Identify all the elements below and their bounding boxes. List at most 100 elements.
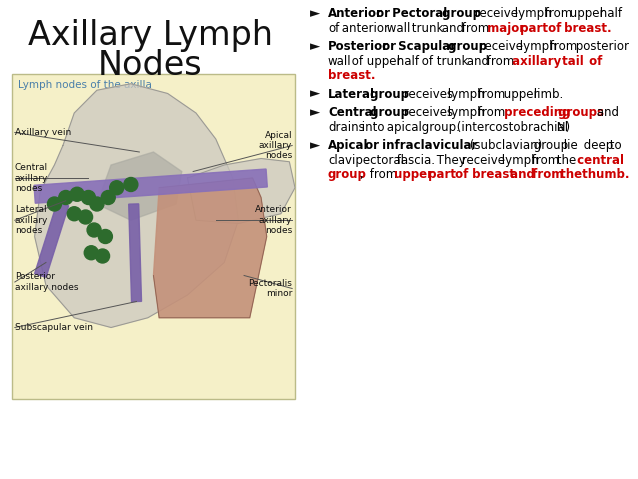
Text: Axillary Lymph: Axillary Lymph	[27, 19, 272, 52]
Text: from: from	[458, 22, 489, 34]
Text: group.: group.	[418, 121, 460, 134]
Text: tail: tail	[558, 55, 583, 68]
Text: part: part	[424, 168, 456, 181]
Text: Central
axillary
nodes: Central axillary nodes	[15, 163, 48, 193]
Text: Nodes: Nodes	[98, 49, 202, 82]
Text: upper: upper	[566, 7, 604, 20]
Text: major: major	[483, 22, 525, 34]
Circle shape	[87, 223, 101, 237]
Text: Posterior
axillary nodes: Posterior axillary nodes	[15, 272, 78, 292]
Text: lymph: lymph	[511, 7, 552, 20]
Text: Anterior
axillary
nodes: Anterior axillary nodes	[255, 205, 292, 235]
Text: receive: receive	[477, 40, 524, 53]
Text: clavipectoral: clavipectoral	[328, 153, 404, 167]
Circle shape	[47, 197, 61, 211]
Text: or: or	[361, 139, 379, 152]
Text: preceding: preceding	[500, 106, 570, 119]
Text: half: half	[393, 55, 419, 68]
Text: from: from	[528, 153, 560, 167]
Text: group: group	[443, 40, 487, 53]
Text: Anterior: Anterior	[328, 7, 383, 20]
Circle shape	[70, 187, 84, 201]
Text: Axillary vein: Axillary vein	[15, 128, 71, 137]
Text: of: of	[348, 55, 363, 68]
Text: of: of	[418, 55, 433, 68]
Text: Subscapular vein: Subscapular vein	[15, 323, 93, 332]
Text: breast: breast	[468, 168, 514, 181]
Circle shape	[67, 207, 81, 221]
Text: or: or	[378, 40, 396, 53]
Circle shape	[59, 191, 73, 205]
Text: and: and	[438, 22, 464, 34]
Circle shape	[124, 178, 138, 192]
Text: half: half	[596, 7, 622, 20]
Text: lymph: lymph	[445, 88, 485, 101]
Text: breast.: breast.	[328, 69, 376, 82]
Text: wall: wall	[328, 55, 352, 68]
Text: Posterior: Posterior	[328, 40, 389, 53]
Text: from: from	[483, 55, 514, 68]
Text: group: group	[366, 88, 410, 101]
Circle shape	[82, 191, 96, 205]
Text: or: or	[372, 7, 390, 20]
Text: fascia.: fascia.	[393, 153, 435, 167]
Text: group: group	[366, 106, 410, 119]
Text: wall: wall	[383, 22, 410, 34]
Text: Pectoralis
minor: Pectoralis minor	[248, 279, 292, 298]
Circle shape	[96, 249, 110, 263]
Text: receive: receive	[471, 7, 518, 20]
Polygon shape	[34, 84, 239, 328]
Text: lymph: lymph	[517, 40, 557, 53]
Text: from: from	[475, 88, 506, 101]
Text: infraclavicular: infraclavicular	[378, 139, 477, 152]
Text: group: group	[438, 7, 481, 20]
Text: from: from	[547, 40, 578, 53]
Circle shape	[110, 181, 124, 195]
Circle shape	[90, 197, 104, 211]
Text: Lymph nodes of the axilla: Lymph nodes of the axilla	[18, 80, 152, 90]
Circle shape	[84, 246, 98, 260]
Text: Lateral
axillary
nodes: Lateral axillary nodes	[15, 205, 48, 235]
Text: breast.: breast.	[560, 22, 612, 34]
Text: ►: ►	[310, 88, 320, 101]
Text: to: to	[605, 139, 621, 152]
Text: Lateral: Lateral	[328, 88, 375, 101]
Text: of: of	[544, 22, 561, 34]
Text: and: and	[593, 106, 619, 119]
Text: from: from	[541, 7, 572, 20]
Circle shape	[78, 210, 93, 224]
Text: ►: ►	[310, 40, 320, 53]
Text: receives: receives	[399, 106, 452, 119]
Text: lymph: lymph	[498, 153, 538, 167]
Text: upper: upper	[363, 55, 401, 68]
Text: Apical: Apical	[328, 139, 369, 152]
Text: and: and	[463, 55, 489, 68]
Polygon shape	[34, 202, 69, 277]
Text: groups: groups	[554, 106, 604, 119]
Text: lymph: lymph	[445, 106, 485, 119]
Text: receive: receive	[458, 153, 505, 167]
Text: trunk: trunk	[408, 22, 443, 34]
Text: anterior: anterior	[338, 22, 389, 34]
Polygon shape	[154, 178, 267, 318]
Text: ►: ►	[310, 106, 320, 119]
Text: from: from	[475, 106, 506, 119]
Text: They: They	[433, 153, 466, 167]
Text: the: the	[553, 153, 576, 167]
Text: Apical
axillary
nodes: Apical axillary nodes	[259, 131, 292, 160]
Text: of: of	[328, 22, 339, 34]
Text: upper: upper	[390, 168, 433, 181]
Text: lie: lie	[561, 139, 578, 152]
Text: ,: ,	[355, 168, 363, 181]
Text: and: and	[506, 168, 535, 181]
Text: group: group	[328, 168, 367, 181]
Text: deep: deep	[581, 139, 614, 152]
Text: the: the	[556, 168, 582, 181]
Text: limb.: limb.	[530, 88, 563, 101]
Text: Central: Central	[328, 106, 376, 119]
Text: upper: upper	[500, 88, 538, 101]
Text: N): N)	[553, 121, 570, 134]
Text: receives: receives	[399, 88, 452, 101]
Text: apical: apical	[383, 121, 422, 134]
Text: ►: ►	[310, 7, 320, 20]
